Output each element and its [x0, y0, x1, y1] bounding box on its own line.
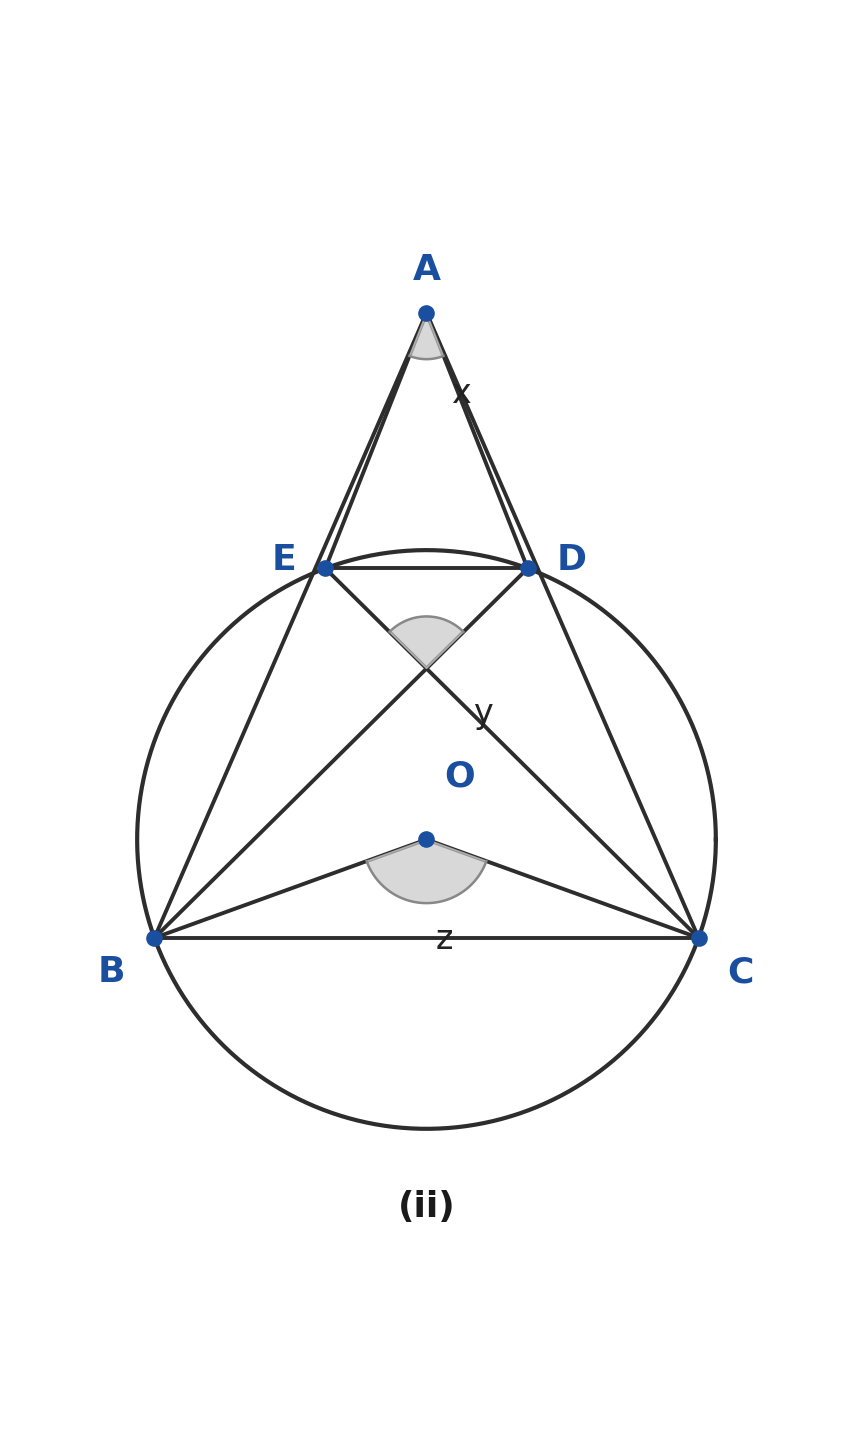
- Text: D: D: [556, 543, 586, 576]
- Text: A: A: [412, 252, 440, 287]
- Text: x: x: [451, 377, 470, 410]
- Text: O: O: [443, 759, 474, 794]
- Text: (ii): (ii): [397, 1189, 455, 1224]
- Point: [147, 926, 161, 949]
- Text: C: C: [727, 956, 753, 989]
- Text: y: y: [472, 698, 492, 731]
- Point: [521, 557, 534, 580]
- Point: [419, 828, 433, 851]
- Text: B: B: [98, 956, 125, 989]
- Point: [419, 301, 433, 324]
- Point: [691, 926, 705, 949]
- Text: z: z: [435, 923, 452, 956]
- Point: [318, 557, 331, 580]
- Polygon shape: [366, 840, 486, 903]
- Polygon shape: [409, 312, 443, 360]
- Text: E: E: [271, 543, 296, 576]
- Polygon shape: [389, 616, 463, 669]
